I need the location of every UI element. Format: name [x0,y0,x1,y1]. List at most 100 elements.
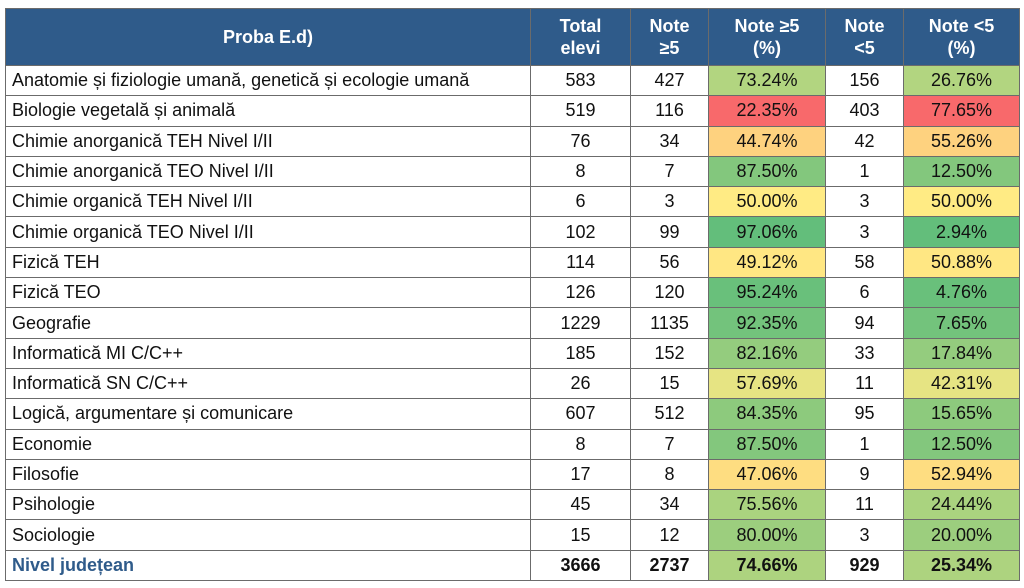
cell: 26 [530,367,631,400]
cell: 126 [530,277,631,309]
row-label: Nivel județean [5,549,531,582]
cell: 50.00% [708,186,826,218]
table-row: Psihologie 45 34 75.56% 11 24.44% [5,489,1020,521]
cell: 3666 [530,549,631,582]
cell: 20.00% [903,519,1020,551]
cell: 47.06% [708,458,826,491]
cell: 152 [630,337,709,369]
cell: 1 [825,428,904,460]
cell: 4.76% [903,277,1020,309]
cell: 1135 [630,307,709,339]
row-label: Anatomie și fiziologie umană, genetică ș… [5,64,531,97]
header-row: Proba E.d) Total elevi Note ≥5 Note ≥5 (%) N… [5,8,1020,66]
cell: 97.06% [708,216,826,248]
row-label: Fizică TEO [5,277,531,309]
cell: 42 [825,125,904,157]
cell: 75.56% [708,489,826,521]
row-label: Chimie organică TEH Nivel I/II [5,186,531,218]
table-row: Fizică TEO 126 120 95.24% 6 4.76% [5,277,1020,309]
table-row: Informatică SN C/C++ 26 15 57.69% 11 42.31% [5,367,1020,400]
table-row: Filosofie 17 8 47.06% 9 52.94% [5,458,1020,491]
row-label: Chimie anorganică TEH Nivel I/II [5,125,531,157]
cell: 99 [630,216,709,248]
cell: 7.65% [903,307,1020,339]
cell: 82.16% [708,337,826,369]
results-table: Proba E.d) Total elevi Note ≥5 Note ≥5 (%) N… [5,8,1020,582]
cell: 76 [530,125,631,157]
table-row: Chimie anorganică TEH Nivel I/II 76 34 44.7… [5,125,1020,157]
cell: 2737 [630,549,709,582]
cell: 12 [630,519,709,551]
column-header: Note <5 (%) [903,8,1020,66]
cell: 42.31% [903,367,1020,400]
table-row: Geografie 1229 1135 92.35% 94 7.65% [5,307,1020,339]
column-header: Note ≥5 (%) [708,8,826,66]
cell: 512 [630,398,709,430]
cell: 56 [630,246,709,279]
column-header: Note <5 [825,8,904,66]
cell: 583 [530,64,631,97]
cell: 17.84% [903,337,1020,369]
row-label: Psihologie [5,489,531,521]
table-row: Chimie organică TEH Nivel I/II 6 3 50.00% 3 5… [5,186,1020,218]
cell: 8 [630,458,709,491]
cell: 519 [530,95,631,127]
cell: 77.65% [903,95,1020,127]
cell: 94 [825,307,904,339]
table-row: Logică, argumentare și comunicare 607 512 8… [5,398,1020,430]
cell: 7 [630,155,709,188]
cell: 8 [530,428,631,460]
row-label: Informatică SN C/C++ [5,367,531,400]
cell: 73.24% [708,64,826,97]
cell: 50.88% [903,246,1020,279]
cell: 57.69% [708,367,826,400]
row-label: Biologie vegetală și animală [5,95,531,127]
table-row: Biologie vegetală și animală 519 116 22.35%… [5,95,1020,127]
cell: 45 [530,489,631,521]
cell: 34 [630,125,709,157]
column-header: Note ≥5 [630,8,709,66]
cell: 34 [630,489,709,521]
cell: 3 [825,186,904,218]
table-row: Anatomie și fiziologie umană, genetică ș… [5,64,1020,97]
cell: 3 [825,216,904,248]
cell: 11 [825,367,904,400]
row-label: Chimie organică TEO Nivel I/II [5,216,531,248]
cell: 50.00% [903,186,1020,218]
cell: 15.65% [903,398,1020,430]
cell: 114 [530,246,631,279]
row-label: Informatică MI C/C++ [5,337,531,369]
cell: 49.12% [708,246,826,279]
total-row: Nivel județean 3666 2737 74.66% 929 25.34% [5,549,1020,582]
cell: 2.94% [903,216,1020,248]
cell: 95.24% [708,277,826,309]
cell: 929 [825,549,904,582]
row-label: Geografie [5,307,531,339]
row-label: Filosofie [5,458,531,491]
cell: 403 [825,95,904,127]
cell: 11 [825,489,904,521]
cell: 7 [630,428,709,460]
cell: 92.35% [708,307,826,339]
cell: 156 [825,64,904,97]
row-label: Chimie anorganică TEO Nivel I/II [5,155,531,188]
cell: 87.50% [708,155,826,188]
cell: 15 [530,519,631,551]
cell: 607 [530,398,631,430]
cell: 6 [825,277,904,309]
cell: 25.34% [903,549,1020,582]
cell: 33 [825,337,904,369]
cell: 15 [630,367,709,400]
row-label: Economie [5,428,531,460]
cell: 427 [630,64,709,97]
column-header: Total elevi [530,8,631,66]
column-header: Proba E.d) [5,8,531,66]
cell: 58 [825,246,904,279]
table-row: Informatică MI C/C++ 185 152 82.16% 33 17.84% [5,337,1020,369]
cell: 44.74% [708,125,826,157]
row-label: Sociologie [5,519,531,551]
cell: 74.66% [708,549,826,582]
table-row: Fizică TEH 114 56 49.12% 58 50.88% [5,246,1020,279]
cell: 12.50% [903,428,1020,460]
